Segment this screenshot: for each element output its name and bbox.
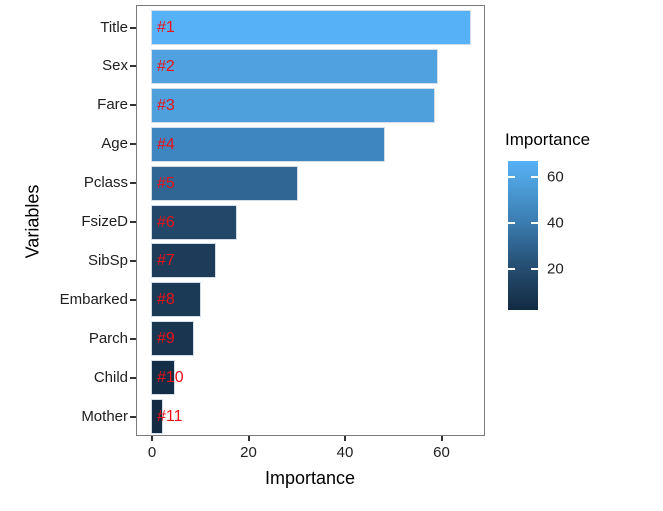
x-axis-tick-mark: [247, 436, 250, 441]
legend-tick-mark: [508, 221, 515, 224]
importance-bar: [152, 244, 215, 278]
bar-rank-label: #10: [157, 369, 184, 387]
x-axis-tick-label: 60: [433, 444, 450, 461]
legend-tick-label: 20: [547, 260, 564, 278]
y-axis-tick-mark: [130, 221, 136, 223]
importance-bar: [152, 88, 435, 122]
importance-bar: [152, 127, 384, 161]
y-axis-tick-label: Pclass: [83, 174, 128, 192]
x-axis-tick-label: 0: [147, 444, 157, 461]
bar-rank-label: #1: [157, 19, 175, 36]
legend-tick-label: 60: [547, 168, 564, 186]
y-axis-tick-mark: [130, 337, 136, 340]
y-axis-tick-mark: [130, 415, 136, 418]
importance-bar: [152, 11, 471, 44]
importance-bar: [152, 400, 162, 433]
x-axis-tick-mark: [440, 436, 443, 441]
bar-rank-label: #6: [157, 213, 175, 231]
x-axis-tick-label: 20: [240, 444, 257, 461]
y-axis-tick-label: SibSp: [87, 251, 128, 269]
bar-rank-label: #11: [157, 408, 183, 425]
x-axis-title: Importance: [264, 468, 356, 488]
legend-tick-mark: [531, 221, 538, 224]
y-axis-tick-mark: [130, 65, 136, 68]
y-axis-tick-label: FsizeD: [81, 213, 128, 230]
legend-tick-mark: [508, 267, 515, 270]
bar-rank-label: #8: [157, 291, 175, 309]
bar-rank-label: #5: [157, 174, 175, 192]
importance-bar: [152, 49, 437, 83]
legend-tick-mark: [531, 175, 538, 178]
y-axis-tick-label: Age: [101, 135, 128, 153]
y-axis-tick-mark: [130, 143, 136, 146]
importance-bar: [152, 166, 297, 200]
importance-bar: [152, 322, 193, 356]
bar-rank-label: #4: [157, 135, 175, 153]
y-axis-tick-label: Parch: [88, 329, 128, 347]
y-axis-tick-mark: [130, 298, 136, 301]
x-axis-tick-mark: [344, 436, 346, 441]
y-axis-tick-mark: [130, 182, 136, 185]
bar-rank-label: #9: [157, 330, 175, 348]
x-axis-tick-mark: [151, 436, 153, 441]
legend-gradient-bar: [508, 161, 538, 310]
y-axis-tick-label: Fare: [97, 96, 128, 114]
y-axis-tick-mark: [130, 104, 136, 107]
legend-tick-mark: [508, 175, 515, 178]
y-axis-tick-mark: [130, 259, 136, 262]
legend-tick-mark: [531, 267, 538, 270]
legend: Importance 60 40 20: [498, 130, 663, 340]
y-axis-tick-label: Child: [93, 368, 128, 386]
y-axis-tick-mark: [130, 376, 136, 379]
bar-rank-label: #2: [157, 57, 175, 75]
y-axis-tick-label: Mother: [81, 407, 128, 425]
importance-bar: [152, 205, 237, 239]
bar-rank-label: #3: [157, 96, 175, 114]
bar-rank-label: #7: [157, 252, 175, 270]
importance-bar: [152, 361, 174, 395]
y-axis-tick-mark: [130, 26, 136, 29]
x-axis-tick-label: 40: [336, 444, 354, 461]
y-axis-tick-label: Sex: [102, 57, 128, 75]
legend-title: Importance: [505, 130, 591, 149]
y-axis-tick-label: Title: [100, 18, 128, 36]
importance-bar: [152, 283, 201, 317]
y-axis-tick-label: Embarked: [59, 290, 128, 308]
legend-tick-label: 40: [547, 214, 564, 232]
